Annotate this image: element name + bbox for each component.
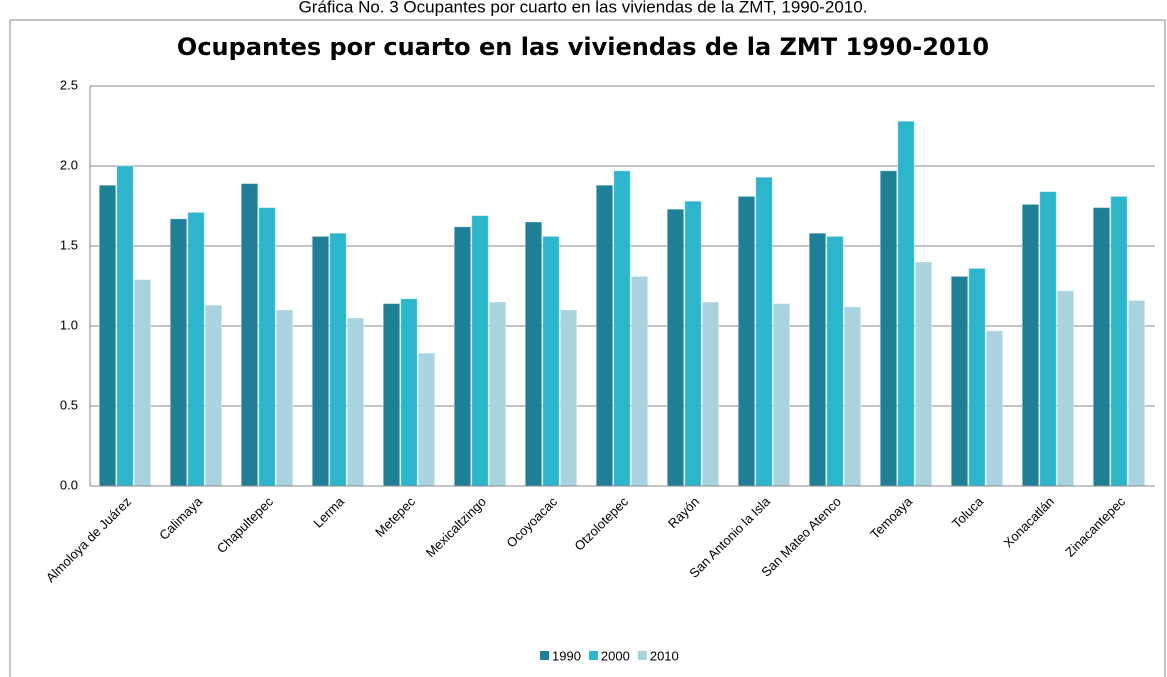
- bar: [1127, 299, 1146, 487]
- y-tick-label: 0.5: [60, 397, 78, 412]
- bar: [311, 235, 330, 487]
- x-tick-label: Zinacantepec: [1062, 494, 1128, 560]
- x-tick-label: Chapultepec: [214, 494, 277, 557]
- bar: [258, 207, 276, 487]
- bar: [417, 352, 436, 487]
- y-tick-label: 2.0: [60, 157, 78, 172]
- bar: [116, 165, 134, 487]
- chart-title: Ocupantes por cuarto en las viviendas de…: [177, 33, 989, 61]
- bar: [1039, 191, 1057, 487]
- bar: [169, 218, 188, 487]
- bar: [133, 279, 152, 487]
- bar: [985, 330, 1004, 487]
- x-tick-label: Mexicaltzingo: [423, 494, 489, 560]
- bar: [755, 176, 773, 487]
- y-tick-label: 0.0: [60, 477, 78, 492]
- y-tick-label: 1.0: [60, 317, 78, 332]
- legend-swatch: [588, 651, 598, 660]
- bar: [879, 170, 898, 487]
- x-tick-label: Almoloya de Juárez: [43, 494, 134, 585]
- bar: [968, 267, 986, 487]
- x-tick-label: Otzolotepec: [571, 494, 631, 554]
- bar: [240, 183, 259, 487]
- bar: [275, 309, 294, 487]
- legend-swatch: [540, 651, 549, 660]
- legend-label: 1990: [552, 648, 581, 663]
- bar: [772, 303, 791, 487]
- x-tick-label: Toluca: [949, 493, 987, 531]
- bar: [346, 317, 365, 487]
- bar: [950, 275, 969, 487]
- y-tick-label: 1.5: [60, 237, 78, 252]
- bar: [204, 304, 223, 487]
- bar: [453, 226, 472, 487]
- bar: [382, 303, 401, 487]
- bar: [897, 120, 915, 487]
- x-tick-label: Rayón: [665, 494, 702, 531]
- bar: [187, 211, 205, 487]
- bar: [808, 232, 827, 487]
- x-tick-label: Calimaya: [156, 493, 205, 542]
- x-tick-label: Lerma: [310, 493, 347, 530]
- bar: [400, 298, 418, 487]
- x-tick-label: Xonacatlán: [1000, 494, 1057, 551]
- bar: [737, 195, 756, 487]
- chart-frame: [9, 19, 1166, 677]
- bar: [630, 275, 649, 487]
- bar: [684, 200, 702, 487]
- bar: [559, 309, 578, 487]
- bar: [98, 184, 117, 487]
- bar: [613, 170, 631, 487]
- x-tick-label: Ocoyoacac: [503, 494, 560, 551]
- bar: [914, 261, 933, 487]
- bar: [1110, 195, 1128, 487]
- legend-label: 2000: [601, 648, 630, 663]
- caption: Gráfica No. 3 Ocupantes por cuarto en la…: [299, 0, 868, 16]
- y-tick-label: 2.5: [60, 77, 78, 92]
- bar: [488, 301, 507, 487]
- bar: [701, 301, 720, 487]
- x-tick-label: Temoaya: [867, 493, 915, 541]
- bar: [1092, 207, 1111, 487]
- x-tick-label: San Mateo Atenco: [758, 494, 844, 580]
- legend-label: 2010: [650, 648, 679, 663]
- bar: [1056, 290, 1075, 487]
- bar: [826, 235, 844, 487]
- legend-swatch: [637, 651, 647, 660]
- bar: [843, 306, 862, 487]
- bar: [329, 232, 347, 487]
- bar: [471, 215, 489, 487]
- bar: [666, 208, 685, 487]
- bar: [1021, 203, 1040, 487]
- bar: [595, 184, 614, 487]
- bar: [542, 235, 560, 487]
- x-tick-label: Metepec: [372, 494, 418, 540]
- bar: [524, 221, 543, 487]
